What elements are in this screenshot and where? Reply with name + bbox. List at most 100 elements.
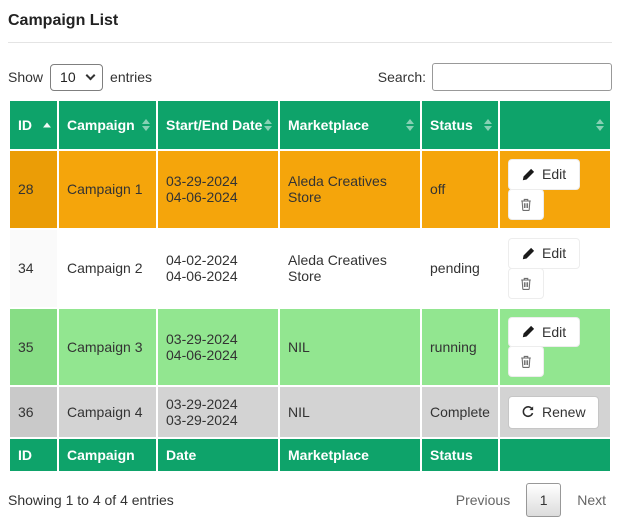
- sort-both-icon: [142, 119, 150, 131]
- footer-actions: [498, 437, 612, 474]
- column-header-dates[interactable]: Start/End Date: [156, 99, 280, 151]
- actions-cell: Edit: [498, 227, 612, 309]
- sort-both-icon: [406, 119, 414, 131]
- start-date: 03-29-2024: [166, 173, 238, 190]
- previous-button[interactable]: Previous: [450, 484, 516, 516]
- footer-campaign: Campaign: [57, 437, 158, 474]
- delete-button[interactable]: [508, 267, 544, 299]
- delete-button[interactable]: [508, 188, 544, 220]
- search-control: Search:: [378, 63, 612, 91]
- campaign-cell: Campaign 2: [57, 227, 158, 309]
- table-header: ID Campaign Start/End Date Marketplace S…: [8, 99, 612, 151]
- trash-icon: [519, 354, 533, 369]
- column-header-marketplace[interactable]: Marketplace: [278, 99, 422, 151]
- campaign-cell: Campaign 3: [57, 306, 158, 388]
- actions-cell: Edit: [498, 149, 612, 230]
- id-cell: 28: [8, 149, 59, 230]
- pencil-icon: [522, 168, 535, 181]
- search-label: Search:: [377, 69, 426, 85]
- table-row: 35 Campaign 3 03-29-2024 04-06-2024 NIL …: [8, 306, 612, 388]
- edit-button-label: Edit: [542, 323, 567, 340]
- pagination: Previous 1 Next: [450, 483, 612, 518]
- footer-date: Date: [156, 437, 280, 474]
- renew-button-label: Renew: [542, 403, 586, 420]
- footer-marketplace: Marketplace: [278, 437, 422, 474]
- start-date: 03-29-2024: [166, 396, 238, 413]
- page-title: Campaign List: [8, 12, 119, 29]
- renew-button[interactable]: Renew: [508, 395, 599, 429]
- start-date: 04-02-2024: [166, 252, 238, 269]
- show-label: Show: [8, 69, 44, 85]
- marketplace-cell: NIL: [278, 306, 422, 388]
- results-info: Showing 1 to 4 of 4 entries: [8, 492, 174, 509]
- table-row: 36 Campaign 4 03-29-2024 03-29-2024 NIL …: [8, 385, 612, 440]
- table-footer-header: ID Campaign Date Marketplace Status: [8, 437, 612, 474]
- footer-status: Status: [420, 437, 500, 474]
- dates-cell: 04-02-2024 04-06-2024: [156, 227, 280, 309]
- table-row: 34 Campaign 2 04-02-2024 04-06-2024 Aled…: [8, 227, 612, 309]
- next-button[interactable]: Next: [571, 484, 612, 516]
- marketplace-cell: Aleda Creatives Store: [278, 149, 422, 230]
- status-cell: off: [420, 149, 500, 230]
- sort-asc-icon: [43, 122, 51, 128]
- column-header-label: Status: [430, 117, 473, 133]
- delete-button[interactable]: [508, 346, 544, 378]
- campaign-table: ID Campaign Start/End Date Marketplace S…: [8, 99, 612, 474]
- id-cell: 35: [8, 306, 59, 388]
- trash-icon: [519, 276, 533, 291]
- end-date: 04-06-2024: [166, 268, 238, 285]
- sort-both-icon: [264, 119, 272, 131]
- id-cell: 34: [8, 227, 59, 309]
- dates-cell: 03-29-2024 04-06-2024: [156, 149, 280, 230]
- table-info-bar: Showing 1 to 4 of 4 entries Previous 1 N…: [8, 483, 612, 518]
- edit-button[interactable]: Edit: [508, 237, 581, 269]
- table-row: 28 Campaign 1 03-29-2024 04-06-2024 Aled…: [8, 149, 612, 230]
- actions-cell: Renew: [498, 385, 612, 440]
- pencil-icon: [522, 247, 535, 260]
- column-header-campaign[interactable]: Campaign: [57, 99, 158, 151]
- start-date: 03-29-2024: [166, 330, 238, 347]
- status-cell: Complete: [420, 385, 500, 440]
- campaign-cell: Campaign 1: [57, 149, 158, 230]
- sort-both-icon: [596, 119, 604, 131]
- page-length-select[interactable]: 10: [50, 63, 104, 91]
- column-header-actions[interactable]: [498, 99, 612, 151]
- actions-cell: Edit: [498, 306, 612, 388]
- campaign-cell: Campaign 4: [57, 385, 158, 440]
- marketplace-cell: NIL: [278, 385, 422, 440]
- dates-cell: 03-29-2024 04-06-2024: [156, 306, 280, 388]
- table-controls: Show 10 entries Search:: [8, 63, 612, 91]
- table-body: 28 Campaign 1 03-29-2024 04-06-2024 Aled…: [8, 149, 612, 440]
- edit-button[interactable]: Edit: [508, 316, 581, 348]
- header-row: ID Campaign Start/End Date Marketplace S…: [8, 99, 612, 151]
- page-length-select-wrap: 10: [50, 63, 104, 91]
- column-header-label: ID: [18, 117, 32, 133]
- search-input[interactable]: [432, 63, 612, 91]
- pencil-icon: [522, 325, 535, 338]
- dates-cell: 03-29-2024 03-29-2024: [156, 385, 280, 440]
- status-cell: running: [420, 306, 500, 388]
- column-header-label: Marketplace: [288, 117, 369, 133]
- column-header-label: Start/End Date: [166, 117, 263, 133]
- sort-both-icon: [484, 119, 492, 131]
- end-date: 04-06-2024: [166, 189, 238, 206]
- edit-button-label: Edit: [542, 244, 567, 261]
- footer-id: ID: [8, 437, 59, 474]
- refresh-icon: [521, 405, 535, 419]
- end-date: 03-29-2024: [166, 412, 238, 429]
- marketplace-cell: Aleda Creatives Store: [278, 227, 422, 309]
- id-cell: 36: [8, 385, 59, 440]
- divider: [8, 42, 612, 43]
- column-header-id[interactable]: ID: [8, 99, 59, 151]
- edit-button[interactable]: Edit: [508, 159, 581, 190]
- status-cell: pending: [420, 227, 500, 309]
- footer-row: ID Campaign Date Marketplace Status: [8, 437, 612, 474]
- column-header-status[interactable]: Status: [420, 99, 500, 151]
- edit-button-label: Edit: [542, 166, 567, 182]
- column-header-label: Campaign: [67, 117, 135, 133]
- page-1-button[interactable]: 1: [526, 483, 562, 518]
- entries-label: entries: [110, 69, 153, 85]
- trash-icon: [519, 197, 533, 212]
- end-date: 04-06-2024: [166, 346, 238, 363]
